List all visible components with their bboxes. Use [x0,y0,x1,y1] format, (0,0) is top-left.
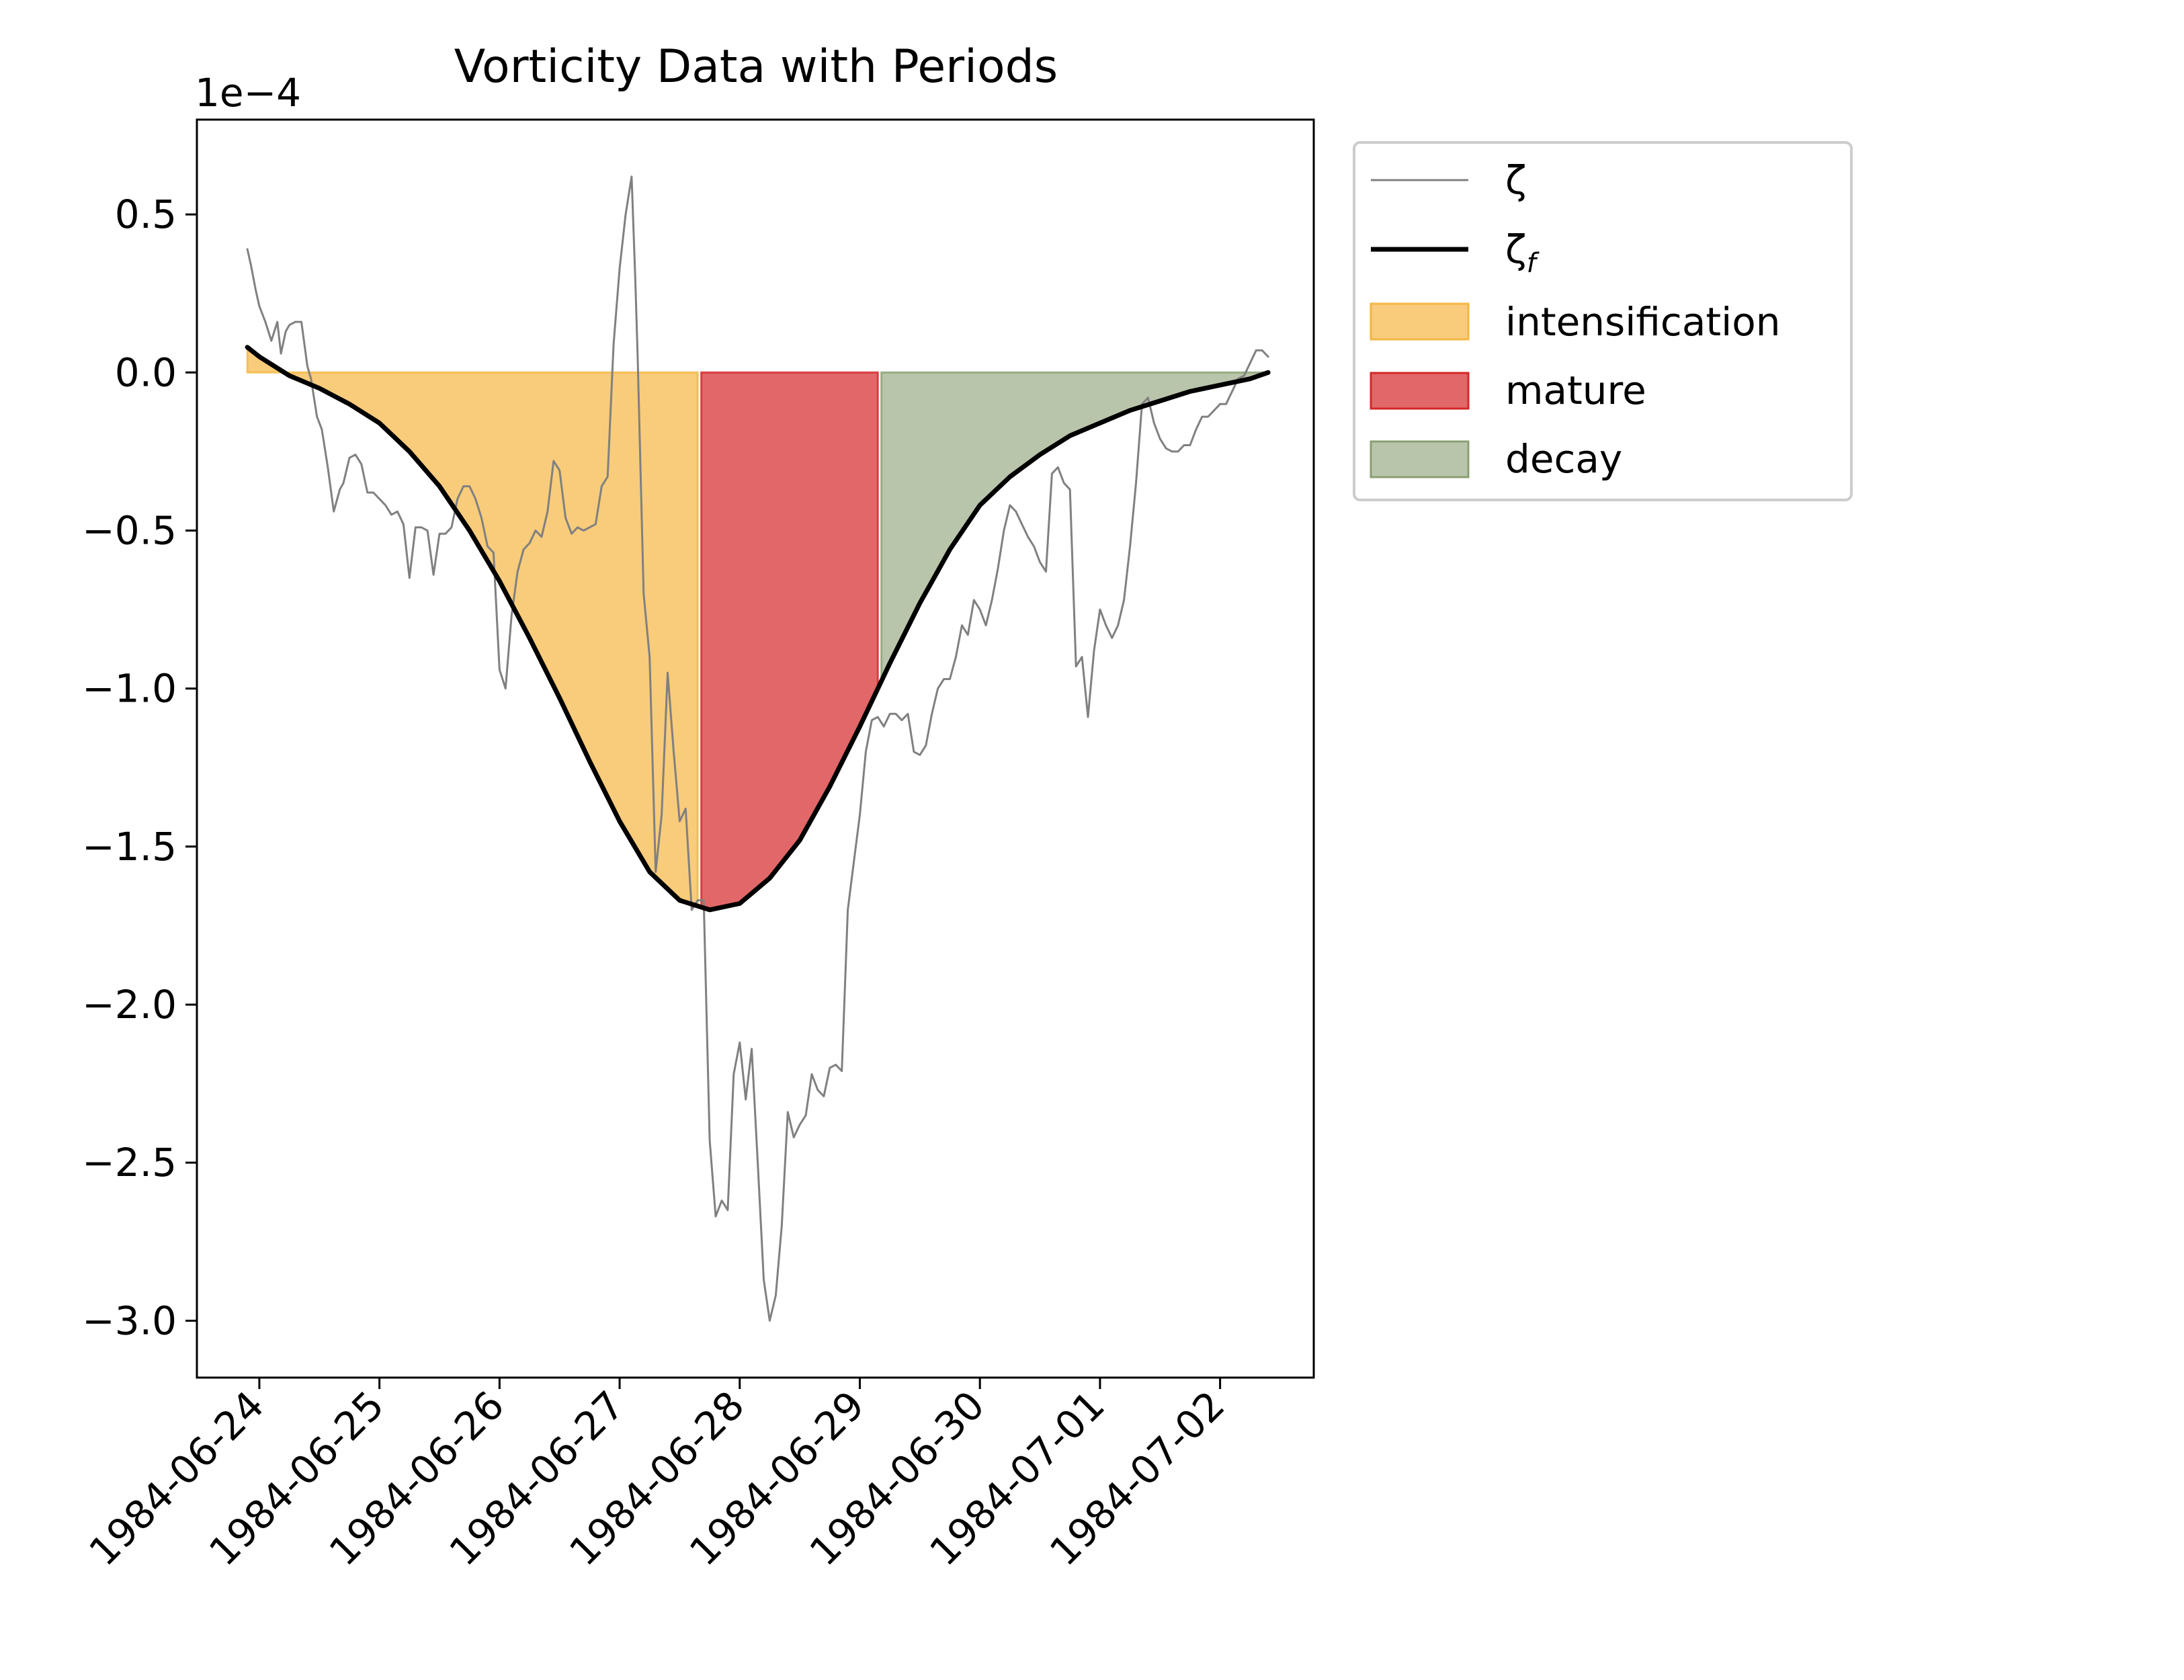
y-tick-label: −2.0 [82,982,177,1027]
y-tick-label: 0.5 [115,192,177,237]
legend: ζ ζf intensification mature decay [1354,142,1851,500]
y-tick-label: −1.5 [82,824,177,870]
legend-label-intensification: intensification [1505,299,1780,345]
legend-label-zeta: ζ [1505,157,1527,203]
legend-label-decay: decay [1505,436,1622,482]
y-tick-label: 0.0 [115,349,177,395]
y-scale-label: 1e−4 [195,70,301,116]
chart-title: Vorticity Data with Periods [454,40,1058,93]
legend-label-mature: mature [1505,368,1646,413]
legend-swatch-intensification [1371,304,1468,339]
legend-swatch-mature [1371,373,1468,409]
y-tick-label: −1.0 [82,666,177,712]
y-tick-label: −3.0 [82,1298,177,1343]
y-tick-label: −0.5 [82,507,177,553]
legend-label-zeta-f-base: ζ [1505,226,1527,272]
legend-swatch-decay [1371,442,1468,477]
y-tick-label: −2.5 [82,1140,177,1185]
